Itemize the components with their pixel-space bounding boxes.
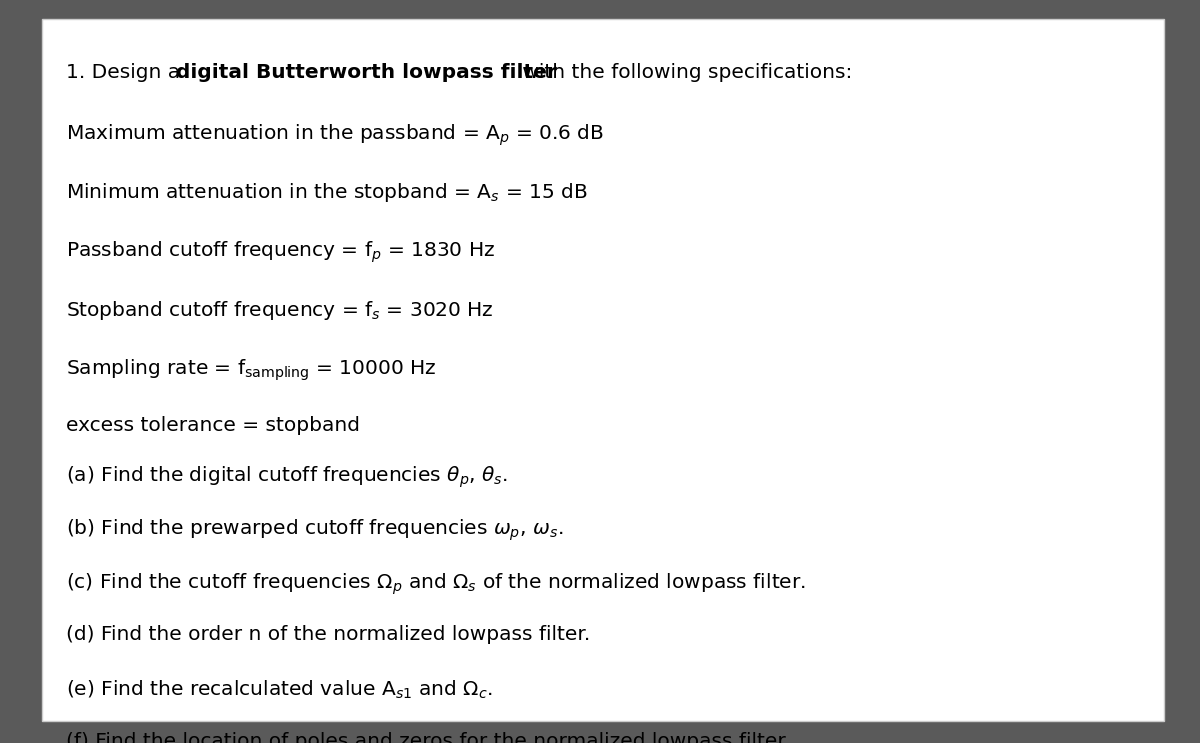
FancyBboxPatch shape xyxy=(42,19,1164,721)
Text: digital Butterworth lowpass filter: digital Butterworth lowpass filter xyxy=(176,63,557,82)
Text: Maximum attenuation in the passband = A$_p$ = 0.6 dB: Maximum attenuation in the passband = A$… xyxy=(66,123,604,148)
Text: 1. Design a: 1. Design a xyxy=(66,63,186,82)
Text: (c) Find the cutoff frequencies $\Omega_p$ and $\Omega_s$ of the normalized lowp: (c) Find the cutoff frequencies $\Omega_… xyxy=(66,571,806,597)
Text: Sampling rate = f$_{\rm sampling}$ = 10000 Hz: Sampling rate = f$_{\rm sampling}$ = 100… xyxy=(66,357,437,383)
Text: with the following specifications:: with the following specifications: xyxy=(516,63,852,82)
Text: (b) Find the prewarped cutoff frequencies $\omega_p$, $\omega_s$.: (b) Find the prewarped cutoff frequencie… xyxy=(66,518,563,543)
Text: Passband cutoff frequency = f$_p$ = 1830 Hz: Passband cutoff frequency = f$_p$ = 1830… xyxy=(66,240,496,265)
Text: Stopband cutoff frequency = f$_s$ = 3020 Hz: Stopband cutoff frequency = f$_s$ = 3020… xyxy=(66,299,493,322)
Text: Minimum attenuation in the stopband = A$_s$ = 15 dB: Minimum attenuation in the stopband = A$… xyxy=(66,181,588,204)
Text: (a) Find the digital cutoff frequencies $\theta_p$, $\theta_s$.: (a) Find the digital cutoff frequencies … xyxy=(66,464,508,490)
Text: (f) Find the location of poles and zeros for the normalized lowpass filter.: (f) Find the location of poles and zeros… xyxy=(66,732,791,743)
Text: excess tolerance = stopband: excess tolerance = stopband xyxy=(66,416,360,435)
Text: (e) Find the recalculated value A$_{s1}$ and $\Omega_c$.: (e) Find the recalculated value A$_{s1}$… xyxy=(66,678,493,701)
Text: (d) Find the order n of the normalized lowpass filter.: (d) Find the order n of the normalized l… xyxy=(66,625,590,644)
